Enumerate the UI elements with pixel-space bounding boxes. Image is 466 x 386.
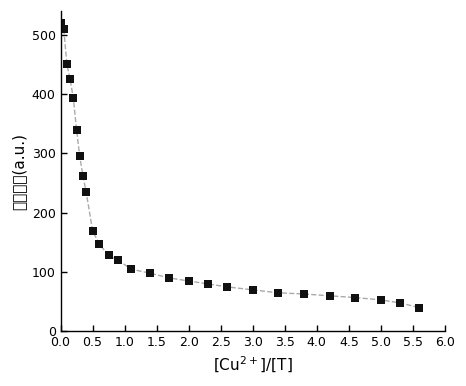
Y-axis label: 荧光强度(a.u.): 荧光强度(a.u.) (11, 133, 26, 210)
X-axis label: [Cu$^{2+}$]/[T]: [Cu$^{2+}$]/[T] (213, 355, 293, 375)
